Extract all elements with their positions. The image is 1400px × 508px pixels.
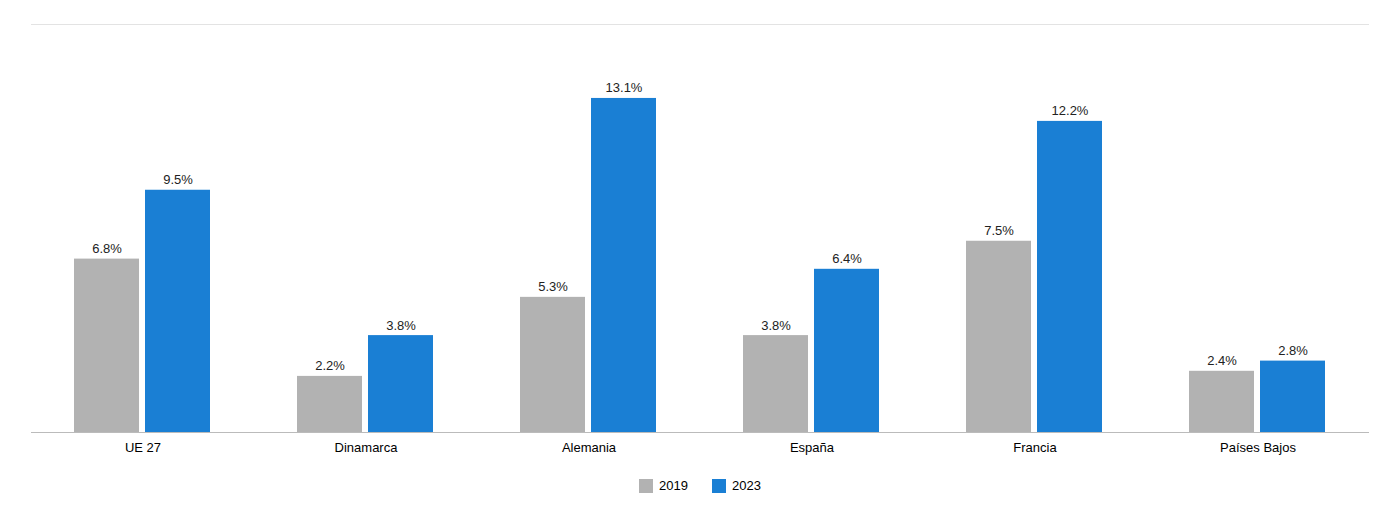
svg-text:12.2%: 12.2%: [1052, 103, 1089, 118]
svg-text:3.8%: 3.8%: [761, 318, 791, 333]
svg-text:5.3%: 5.3%: [538, 279, 568, 294]
svg-text:2.8%: 2.8%: [1278, 343, 1308, 358]
svg-text:Dinamarca: Dinamarca: [335, 440, 399, 455]
svg-text:Alemania: Alemania: [562, 440, 617, 455]
svg-text:2.4%: 2.4%: [1207, 353, 1237, 368]
svg-text:13.1%: 13.1%: [606, 80, 643, 95]
svg-text:9.5%: 9.5%: [163, 172, 193, 187]
svg-text:Francia: Francia: [1013, 440, 1057, 455]
svg-text:Países Bajos: Países Bajos: [1220, 440, 1296, 455]
svg-text:6.4%: 6.4%: [832, 251, 862, 266]
svg-text:6.8%: 6.8%: [92, 241, 122, 256]
svg-text:2.2%: 2.2%: [315, 358, 345, 373]
html-text:2023: 2023: [732, 478, 761, 493]
svg-text:7.5%: 7.5%: [984, 223, 1014, 238]
html-text:2019: 2019: [659, 478, 688, 493]
svg-text:España: España: [790, 440, 835, 455]
svg-text:UE 27: UE 27: [125, 440, 161, 455]
svg-text:3.8%: 3.8%: [386, 318, 416, 333]
